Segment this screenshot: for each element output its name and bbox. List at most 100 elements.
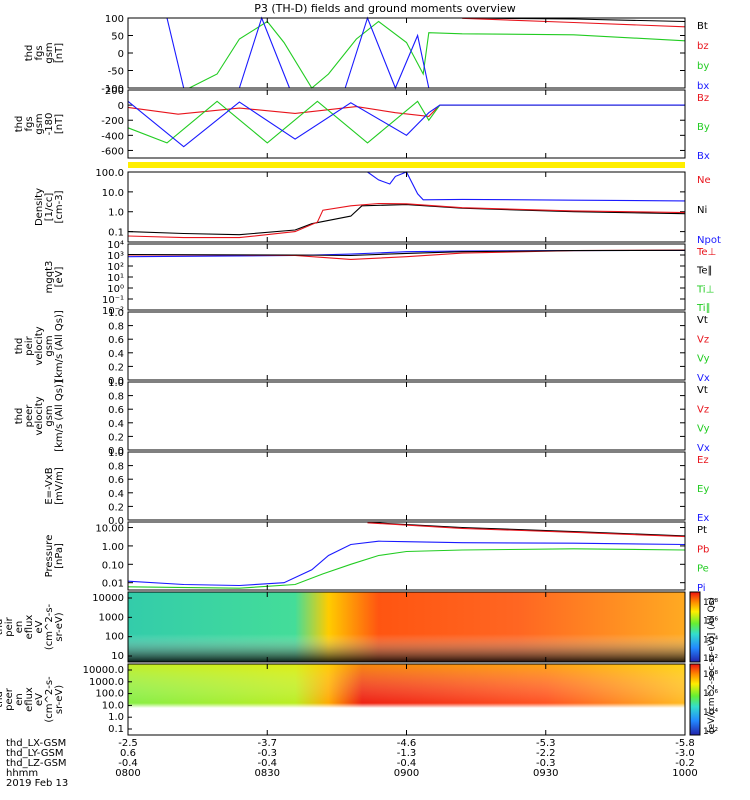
panel-fgs-bz: thdfgsgsm-180[nT] 200 0 -200 -400 -600 Bz By Bx <box>14 86 710 162</box>
y-tick-label: 1000 <box>99 612 124 623</box>
y-axis-label-line: mgqt3 <box>44 261 55 294</box>
y-tick-label: 0.6 <box>108 475 124 486</box>
legend-label: Ey <box>697 484 709 495</box>
legend-label: Npot <box>697 235 721 246</box>
y-axis-label-line: gsm <box>34 113 45 134</box>
y-axis-label-line: eV <box>34 693 45 706</box>
colorbar-tick-label: 10² <box>703 654 718 664</box>
x-tick-label: -0.4 <box>257 758 277 769</box>
x-row-label: thd_LX-GSM <box>6 738 66 749</box>
legend-label: Te∥ <box>696 266 713 277</box>
y-tick-label: 10³ <box>107 251 124 262</box>
y-axis-label-line: [km/s (All Qs)] <box>54 380 65 452</box>
y-axis-label-line: gsm <box>44 42 55 63</box>
series-line-Ne <box>127 202 686 239</box>
series-line-by <box>189 20 686 89</box>
y-axis-label-line: gsm <box>44 405 55 426</box>
panel-frame <box>127 17 686 89</box>
y-tick-label: 0.2 <box>108 502 124 513</box>
series-line-By <box>127 100 685 144</box>
panel-efield: E=-VxB[mV/m] 1.0 0.8 0.6 0.4 0.2 0.0 Ez Ey Ex <box>44 448 709 527</box>
y-tick-label: 1.00 <box>102 542 124 553</box>
y-axis-label-line: [km/s (All Qs)] <box>54 310 65 382</box>
x-tick-label: -0.3 <box>257 748 277 759</box>
x-tick-label: -3.7 <box>257 738 277 749</box>
panel-frame <box>127 451 686 521</box>
y-tick-label: 10000.0 <box>83 665 124 676</box>
y-axis-label: thdpeirenefluxeV(cm^2-s-sr-eV) <box>0 603 65 650</box>
y-axis-label-line: velocity <box>34 396 45 435</box>
panel-fgs: thdfgsgsm[nT] 100 50 0 -50 -100 Bt bz by bx <box>24 14 709 95</box>
y-tick-label: 10¹ <box>107 273 124 284</box>
x-tick-label: -0.3 <box>536 758 556 769</box>
y-tick-label: 10⁻² <box>102 306 124 317</box>
panel-peer-vel: thdpeervelocitygsm[km/s (All Qs)] 1.0 0.8 0… <box>14 378 710 457</box>
y-axis-label-line: [cm-3] <box>54 190 65 223</box>
legend-label: Vt <box>697 315 708 326</box>
legend-label: Vz <box>697 334 709 345</box>
series-line-Te∥ <box>127 249 686 257</box>
y-axis-label-line: eV <box>34 620 45 633</box>
y-axis-label-line: E=-VxB <box>44 467 55 504</box>
colorbar-tick-label: 10⁶ <box>703 689 718 699</box>
legend-label: Ne <box>697 175 711 186</box>
y-tick-label: 0.0 <box>108 376 124 387</box>
panel-frame <box>127 171 686 243</box>
y-axis-label-line: thd <box>24 45 35 62</box>
legend-label: Ti∥ <box>696 303 711 314</box>
series-line-Bx <box>127 100 685 148</box>
x-tick-label: 1000 <box>672 768 697 779</box>
legend-label: Vx <box>697 373 710 384</box>
y-tick-label: 0.8 <box>108 392 124 403</box>
y-tick-label: 0.8 <box>108 462 124 473</box>
x-tick-label: 0800 <box>115 768 140 779</box>
y-tick-label: 1.0 <box>108 208 124 219</box>
legend-label: Vt <box>697 385 708 396</box>
y-axis-label-line: sr-eV) <box>54 612 65 641</box>
y-tick-label: 0.1 <box>108 228 124 239</box>
y-tick-label: 10⁰ <box>107 284 124 295</box>
legend-label: Ez <box>697 455 709 466</box>
series-line-Npot <box>367 171 686 202</box>
y-axis-label: thdpeervelocitygsm[km/s (All Qs)] <box>14 380 65 452</box>
x-tick-label: -0.2 <box>675 758 695 769</box>
series-line-bz <box>462 17 686 28</box>
x-axis-values: -2.5 -3.7 -4.6 -5.3 -5.80.6 -0.3 -1.3 -2.2 -3.0-… <box>115 738 697 779</box>
y-axis-label-line: thd <box>14 408 25 425</box>
y-tick-label: 0.4 <box>108 419 124 430</box>
y-tick-label: 0 <box>118 49 124 60</box>
legend-label: Te⊥ <box>696 247 716 258</box>
y-tick-label: 0.0 <box>108 446 124 457</box>
x-tick-label: -4.6 <box>397 738 417 749</box>
y-axis-label: Density[1/cc][cm-3] <box>34 188 65 226</box>
panel-peir-vel: thdpeirvelocitygsm[km/s (All Qs)] 1.0 0.8 0… <box>14 308 710 387</box>
y-axis-label: Pressure[nPa] <box>44 535 65 578</box>
y-tick-label: 1.0 <box>108 378 124 389</box>
y-axis-label-line: [eV] <box>54 267 65 288</box>
y-axis-label: thdpeirvelocitygsm[km/s (All Qs)] <box>14 310 65 382</box>
y-axis-label-line: thd <box>14 338 25 355</box>
colorbar <box>689 591 701 663</box>
series-line-bx <box>166 16 430 90</box>
y-axis-label: mgqt3[eV] <box>44 261 65 294</box>
legend-label: Vx <box>697 443 710 454</box>
x-tick-label: 0900 <box>394 768 419 779</box>
y-axis-label-line: eflux <box>24 687 35 712</box>
y-axis-label-line: gsm <box>44 335 55 356</box>
y-tick-label: 0.01 <box>102 579 124 590</box>
y-axis-label-line: fgs <box>34 45 45 60</box>
series-line-Pt <box>367 521 686 537</box>
panels: thdfgsgsm[nT]100500-50-100Btbzbybxthdfgs… <box>0 14 721 737</box>
colorbar-tick-label: 10⁴ <box>703 635 718 645</box>
legend-label: By <box>697 122 710 133</box>
series-line-Pb <box>367 522 686 538</box>
y-tick-label: -400 <box>101 131 124 142</box>
y-axis-label: E=-VxB[mV/m] <box>44 467 65 505</box>
y-tick-label: -100 <box>101 84 124 95</box>
y-axis-label-line: thd <box>14 116 25 133</box>
y-axis-label-line: peer <box>4 687 15 711</box>
y-axis-label-line: [nT] <box>54 114 65 134</box>
y-tick-label: 10.0 <box>102 188 124 199</box>
date-label: 2019 Feb 13 <box>6 778 68 789</box>
